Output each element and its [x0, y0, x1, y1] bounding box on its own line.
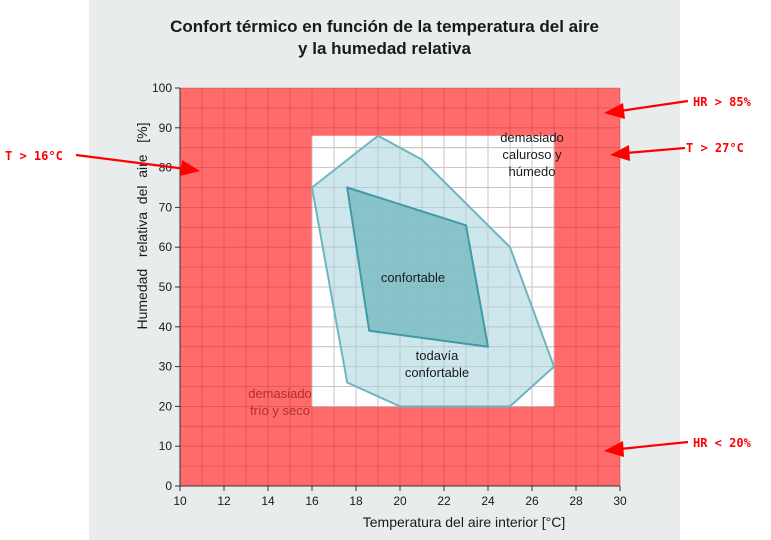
annotation-hr-max: HR > 85%: [604, 95, 752, 119]
y-tick-label: 80: [159, 161, 173, 175]
axes-layer: 10 12 14 16 18 20 22 24 26 28 30010203040506070809…: [152, 81, 627, 508]
annotation-t-min-arrowhead: [180, 160, 200, 176]
label-hot-humid-line: caluroso y: [502, 147, 562, 162]
x-tick-label: 24: [481, 494, 495, 508]
label-still-comfortable-line: confortable: [405, 365, 469, 380]
label-hot-humid-line: demasiado: [500, 130, 564, 145]
x-tick-label: 26: [525, 494, 539, 508]
x-tick-label: 14: [261, 494, 275, 508]
chart-title-line-2: y la humedad relativa: [298, 39, 471, 58]
y-tick-label: 0: [165, 479, 172, 493]
y-tick-label: 90: [159, 121, 173, 135]
annotation-t-max-arrowhead: [610, 145, 630, 161]
annotation-hr-max-arrowhead: [604, 103, 625, 119]
y-axis-label: Humedad relativa del aire [%]: [134, 123, 150, 330]
annotation-hr-min: HR < 20%: [604, 436, 752, 457]
x-tick-label: 28: [569, 494, 583, 508]
label-cold-dry-line: demasiado: [248, 386, 312, 401]
label-hot-humid-line: húmedo: [509, 164, 556, 179]
annotation-hr-max-text: HR > 85%: [693, 95, 752, 109]
annotation-hr-min-text: HR < 20%: [693, 436, 752, 450]
y-tick-label: 60: [159, 240, 173, 254]
annotation-t-max: T > 27°C: [610, 141, 744, 161]
y-tick-label: 10: [159, 439, 173, 453]
annotation-t-max-arrow: [625, 146, 686, 155]
annotation-hr-min-arrow: [619, 440, 689, 451]
y-tick-label: 20: [159, 399, 173, 413]
label-cold-dry-line: frío y seco: [250, 403, 310, 418]
y-tick-label: 50: [159, 280, 173, 294]
chart-title: Confort térmico en función de la tempera…: [89, 16, 680, 60]
y-tick-label: 40: [159, 320, 173, 334]
x-axis-label: Temperatura del aire interior [°C]: [363, 514, 565, 530]
x-tick-label: 22: [437, 494, 451, 508]
x-tick-label: 12: [217, 494, 231, 508]
x-tick-label: 16: [305, 494, 319, 508]
region-labels-layer: demasiado caluroso y húmedo confortable toda…: [248, 130, 564, 418]
x-tick-label: 10: [173, 494, 187, 508]
y-tick-label: 70: [159, 200, 173, 214]
series-layer: [311, 134, 555, 408]
annotation-hr-max-arrow: [619, 99, 689, 113]
annotation-t-max-text: T > 27°C: [686, 141, 744, 155]
label-still-comfortable-line: todavía: [416, 348, 459, 363]
label-comfortable-line: confortable: [381, 270, 445, 285]
annotation-t-min-arrow: [75, 153, 187, 171]
x-tick-label: 18: [349, 494, 363, 508]
annotation-t-min-text: T > 16°C: [5, 149, 63, 163]
annotation-hr-min-arrowhead: [604, 441, 624, 457]
comfortable-region: [346, 186, 489, 348]
x-tick-label: 30: [613, 494, 627, 508]
annotation-t-min: T > 16°C: [5, 149, 200, 176]
x-tick-label: 20: [393, 494, 407, 508]
y-tick-label: 30: [159, 360, 173, 374]
y-tick-label: 100: [152, 81, 172, 95]
chart-title-line-1: Confort térmico en función de la tempera…: [170, 17, 599, 36]
